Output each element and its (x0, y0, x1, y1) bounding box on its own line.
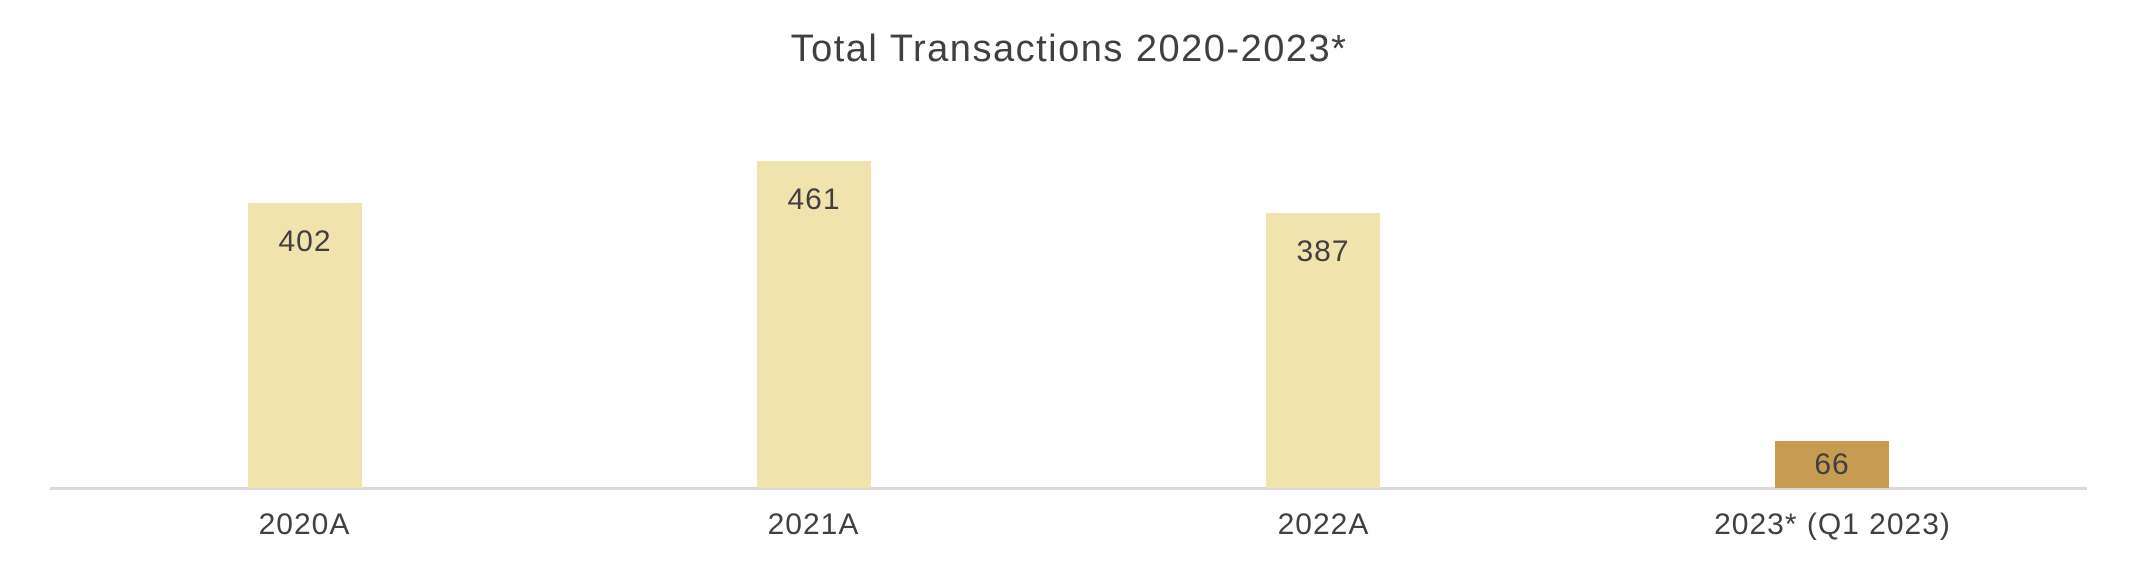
data-label-2023-q1-2023: 66 (1814, 448, 1850, 481)
data-label-2021a: 461 (787, 183, 841, 216)
data-label-2022a: 387 (1296, 235, 1350, 268)
data-label-2020a: 402 (278, 225, 332, 258)
bar-2023-q1-2023 (1775, 441, 1889, 488)
chart-title: Total Transactions 2020-2023* (790, 28, 1348, 70)
x-axis-label-2020a: 2020A (258, 508, 351, 541)
bar-2022a (1266, 213, 1380, 488)
bar-2020a (248, 203, 362, 488)
x-axis-label-2021a: 2021A (767, 508, 860, 541)
x-axis-label-2022a: 2022A (1277, 508, 1370, 541)
x-axis-line (50, 487, 2087, 490)
x-axis-label-2023-q1-2023: 2023* (Q1 2023) (1714, 508, 1951, 541)
bar-2021a (757, 161, 871, 488)
